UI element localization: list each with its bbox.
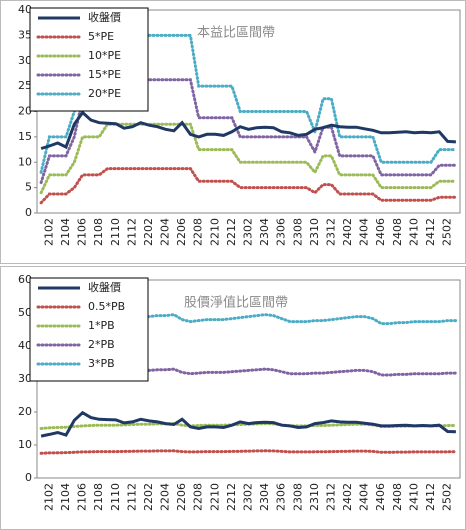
- x-tick-label: 2308: [291, 218, 304, 246]
- x-tick-label: 2408: [391, 218, 404, 246]
- x-tick-label: 2302: [242, 483, 255, 511]
- x-tick-label: 2202: [142, 218, 155, 246]
- x-tick-label: 2204: [159, 483, 172, 511]
- y-tick-label: 60: [18, 273, 32, 286]
- x-tick-label: 2206: [175, 218, 188, 246]
- y-tick-label: 30: [18, 372, 32, 385]
- x-tick-label: 2310: [308, 218, 321, 246]
- x-tick-label: 2212: [225, 483, 238, 511]
- x-tick-label: 2412: [424, 218, 437, 246]
- x-tick-label: 2210: [208, 218, 221, 246]
- x-tick-label: 2412: [424, 483, 437, 511]
- x-tick-label: 2212: [225, 218, 238, 246]
- y-tick-label: 40: [18, 339, 32, 352]
- x-tick-label: 2410: [407, 483, 420, 511]
- series-line: [39, 449, 458, 455]
- y-tick-label: 10: [18, 155, 32, 168]
- x-tick-label: 2104: [59, 218, 72, 246]
- legend-label: 1*PB: [88, 319, 115, 332]
- y-tick-label: 0: [25, 206, 32, 219]
- x-tick-label: 2502: [441, 218, 454, 246]
- y-tick-label: 10: [18, 438, 32, 451]
- y-tick-label: 20: [18, 405, 32, 418]
- x-tick-label: 2208: [192, 218, 205, 246]
- y-tick-label: 15: [18, 130, 32, 143]
- y-tick-label: 20: [18, 105, 32, 118]
- x-tick-label: 2208: [192, 483, 205, 511]
- x-tick-label: 2202: [142, 483, 155, 511]
- legend-label: 20*PE: [88, 87, 121, 100]
- x-tick-label: 2102: [42, 483, 55, 511]
- y-tick-label: 0: [25, 471, 32, 484]
- y-tick-label: 40: [18, 3, 32, 16]
- x-tick-label: 2408: [391, 483, 404, 511]
- x-tick-label: 2304: [258, 218, 271, 246]
- x-tick-label: 2306: [275, 483, 288, 511]
- x-tick-label: 2304: [258, 483, 271, 511]
- x-tick-label: 2302: [242, 218, 255, 246]
- legend-label: 收盤價: [88, 280, 121, 294]
- series-line: [40, 410, 456, 438]
- x-tick-label: 2306: [275, 218, 288, 246]
- chart-title: 股價淨值比區間帶: [184, 295, 288, 311]
- y-tick-label: 5: [25, 181, 32, 194]
- x-tick-label: 2206: [175, 483, 188, 511]
- legend-label: 15*PE: [88, 68, 121, 81]
- legend-label: 0.5*PB: [88, 300, 125, 313]
- x-tick-label: 2104: [59, 483, 72, 511]
- x-tick-label: 2502: [441, 483, 454, 511]
- x-tick-label: 2102: [42, 218, 55, 246]
- series-line: [40, 110, 456, 150]
- x-tick-label: 2108: [92, 483, 105, 511]
- x-tick-label: 2406: [374, 483, 387, 511]
- legend-label: 2*PB: [88, 338, 115, 351]
- x-tick-label: 2312: [324, 218, 337, 246]
- y-tick-label: 25: [18, 79, 32, 92]
- x-tick-label: 2310: [308, 483, 321, 511]
- y-tick-label: 50: [18, 306, 32, 319]
- x-tick-label: 2112: [125, 483, 138, 511]
- x-tick-label: 2110: [109, 483, 122, 511]
- chart-title: 本益比區間帶: [197, 26, 275, 41]
- x-tick-label: 2108: [92, 218, 105, 246]
- legend-label: 收盤價: [88, 10, 121, 24]
- x-tick-label: 2404: [358, 218, 371, 246]
- series-line: [39, 167, 458, 205]
- x-tick-label: 2204: [159, 218, 172, 246]
- x-tick-label: 2308: [291, 483, 304, 511]
- legend-label: 3*PB: [88, 357, 115, 370]
- x-tick-label: 2402: [341, 218, 354, 246]
- x-tick-label: 2106: [76, 218, 89, 246]
- legend-label: 5*PE: [88, 30, 114, 43]
- x-tick-label: 2410: [407, 218, 420, 246]
- x-tick-label: 2210: [208, 483, 221, 511]
- y-tick-label: 30: [18, 54, 32, 67]
- x-tick-label: 2404: [358, 483, 371, 511]
- x-tick-label: 2110: [109, 218, 122, 246]
- x-tick-label: 2112: [125, 218, 138, 246]
- x-tick-label: 2312: [324, 483, 337, 511]
- x-tick-label: 2402: [341, 483, 354, 511]
- x-tick-label: 2406: [374, 218, 387, 246]
- x-tick-label: 2106: [76, 483, 89, 511]
- legend-label: 10*PE: [88, 49, 121, 62]
- y-tick-label: 35: [18, 28, 32, 41]
